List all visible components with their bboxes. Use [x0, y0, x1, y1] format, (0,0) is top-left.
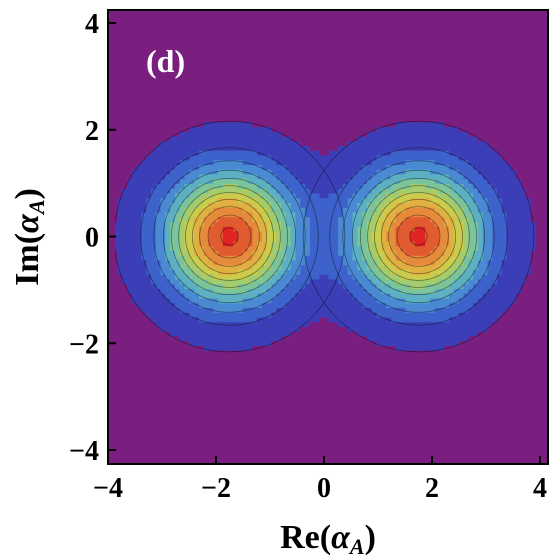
contour-line-2-5 [359, 177, 478, 296]
contour-line-1-11 [220, 227, 239, 246]
contour-level-11 [222, 226, 426, 247]
contour-levels [115, 120, 536, 353]
y-tick-label: 2 [85, 116, 99, 147]
contour-level-10 [208, 217, 440, 256]
contour-line-1-8 [191, 198, 268, 275]
contour-line-2-2 [329, 147, 508, 326]
contour-line-2-6 [367, 185, 470, 288]
y-axis-label: Im(αA) [9, 188, 49, 286]
y-tick-label: 4 [85, 9, 99, 40]
contour-line-1-6 [178, 185, 281, 288]
contour-line-1-4 [162, 169, 297, 304]
contour-line-1-7 [185, 192, 274, 281]
contour-line-2-7 [374, 192, 463, 281]
y-tick-label: 0 [85, 223, 99, 254]
x-axis-label: Re(αA) [280, 519, 376, 559]
contour-line-2-9 [388, 206, 449, 267]
contour-line-2-4 [351, 169, 486, 304]
x-tick-label: 2 [425, 473, 439, 504]
y-tick-label: −2 [69, 329, 99, 360]
contour-line-2-8 [380, 198, 457, 275]
contour-line-2-1 [302, 120, 535, 353]
contour-line-1-9 [199, 206, 260, 267]
contour-line-2-10 [396, 214, 441, 259]
contour-line-1-10 [207, 214, 252, 259]
x-tick-label: 0 [317, 473, 331, 504]
contour-line-1-2 [140, 147, 319, 326]
contour-level-8 [194, 198, 454, 275]
x-tick-label: 4 [533, 473, 547, 504]
contour-line-2-11 [409, 227, 428, 246]
contour-line-1-5 [170, 177, 289, 296]
contour-line-1-1 [115, 120, 346, 353]
axes: −4 −2 0 2 4 −4 −2 0 2 4 [69, 9, 547, 504]
contour-line-2-3 [342, 160, 495, 313]
x-tick-label: −2 [201, 473, 231, 504]
panel-label: (d) [146, 43, 185, 79]
y-tick-label: −4 [69, 436, 99, 467]
contour-line-1-3 [153, 160, 306, 313]
x-tick-label: −4 [93, 473, 123, 504]
